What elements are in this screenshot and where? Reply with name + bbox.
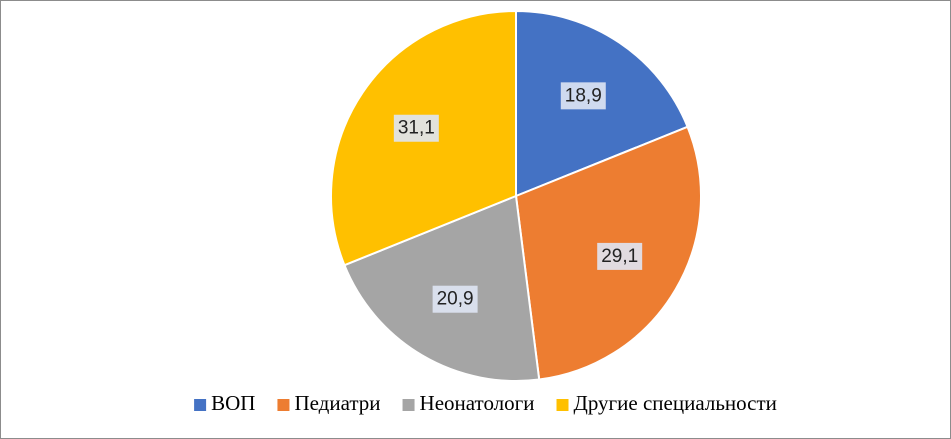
data-label-box — [560, 82, 606, 110]
data-label: 18,9 — [565, 85, 602, 106]
data-label: 29,1 — [601, 246, 638, 267]
data-label-box — [432, 285, 478, 313]
data-label-box — [393, 114, 439, 142]
legend-swatch — [402, 399, 415, 411]
legend-label: ВОП — [211, 391, 255, 415]
legend-swatch — [556, 399, 569, 411]
legend-label: Неонатологи — [420, 391, 535, 415]
legend-swatch — [194, 399, 207, 411]
legend-label: Педиатри — [294, 391, 380, 415]
data-label: 20,9 — [437, 289, 474, 310]
data-label: 31,1 — [398, 118, 435, 139]
legend-swatch — [277, 399, 290, 411]
data-label-box — [597, 242, 643, 270]
legend-label: Другие специальности — [574, 391, 777, 415]
